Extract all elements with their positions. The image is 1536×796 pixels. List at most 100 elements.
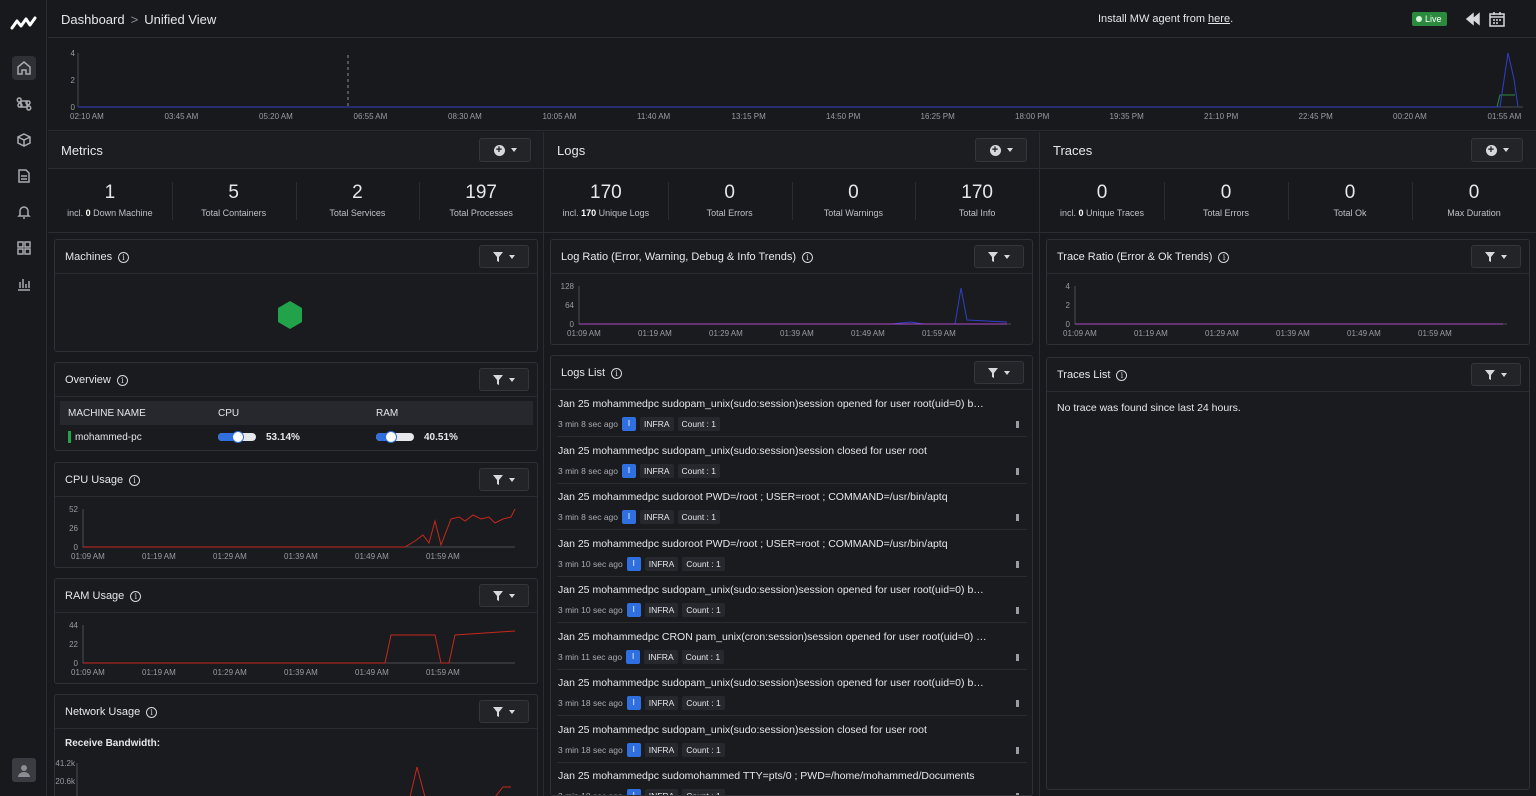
network-usage-chart[interactable]: 41.2k 20.6k [55,757,538,796]
log-list-item[interactable]: Jan 25 mohammedpc sudomohammed TTY=pts/0… [557,762,1027,795]
stat-tile[interactable]: 0 Total Errors [1164,170,1288,232]
trace-ratio-title: Trace Ratio (Error & Ok Trends) i [1057,251,1230,263]
y-tick-label: 26 [69,524,78,533]
info-icon[interactable]: i [1116,369,1128,381]
log-message: Jan 25 mohammedpc sudoroot PWD=/root ; U… [558,491,948,503]
overview-filter-button[interactable] [479,368,529,391]
traces-add-button[interactable]: + [1471,138,1523,162]
info-icon[interactable]: i [146,706,158,718]
log-list-item[interactable]: Jan 25 mohammedpc sudopam_unix(sudo:sess… [557,576,1027,623]
traces-list-filter-button[interactable] [1471,363,1521,386]
stat-tile[interactable]: 170 Total Info [915,170,1039,232]
ram-usage-chart[interactable]: 44 22 001:09 AM 01:19 AM 01:29 AM 01:39 AM 01:… [55,613,538,683]
stat-label: Total Errors [668,208,792,218]
machine-name-cell: mohammed-pc [60,431,218,443]
stat-tile[interactable]: 0 Total Warnings [791,170,916,232]
info-icon[interactable]: i [1218,251,1230,263]
log-list-item[interactable]: Jan 25 mohammedpc sudoroot PWD=/root ; U… [557,530,1027,577]
breadcrumb-dashboard[interactable]: Dashboard [61,12,125,27]
table-row[interactable]: mohammed-pc 53.14% 40.51% [60,425,533,449]
info-icon[interactable]: i [130,590,142,602]
live-badge[interactable]: Live [1412,12,1447,26]
trace-ratio-chart[interactable]: 4 2 001:09 AM 01:19 AM 01:29 AM 01:39 AM 01:49… [1047,274,1530,344]
log-source-tag: INFRA [644,649,678,664]
log-list-item[interactable]: Jan 25 mohammedpc sudopam_unix(sudo:sess… [557,437,1027,484]
cube-icon[interactable] [12,128,36,152]
log-list-item[interactable]: Jan 25 mohammedpc sudopam_unix(sudo:sess… [557,390,1027,437]
chart-axis [82,509,515,548]
info-icon[interactable]: i [611,367,623,379]
info-icon[interactable]: i [118,251,130,263]
stat-label: incl. 0 Unique Traces [1040,208,1164,218]
middleware-logo[interactable] [10,13,38,33]
stat-tile[interactable]: 0 Total Ok [1288,170,1412,232]
user-avatar-icon[interactable] [12,758,36,782]
bell-icon[interactable] [12,200,36,224]
stat-value: 0 [1344,182,1356,203]
stat-tile[interactable]: 0 incl. 0 Unique Traces [1040,170,1164,232]
stat-tile[interactable]: 5 Total Containers [171,170,296,232]
stat-tile[interactable]: 0 Total Errors [667,170,792,232]
cpu-usage-header: CPU Usage i [55,463,537,497]
log-ratio-chart[interactable]: 128 64 001:09 AM 01:19 AM 01:29 AM 01:39 AM 01… [551,274,1033,344]
col-machine-name[interactable]: MACHINE NAME [68,407,146,419]
rewind-icon[interactable] [1464,10,1482,28]
trace-ratio-filter-button[interactable] [1471,245,1521,268]
log-level-badge: I [622,463,637,478]
log-list-item[interactable]: Jan 25 mohammedpc sudopam_unix(sudo:sess… [557,669,1027,716]
log-time-ago: 3 min 18 sec ago [558,744,623,755]
info-icon[interactable]: i [801,251,813,263]
info-icon[interactable]: i [116,374,128,386]
stat-tile[interactable]: 170 incl. 170 Unique Logs [544,170,668,232]
calendar-icon[interactable] [1488,10,1506,28]
traces-title: Traces [1053,143,1093,158]
metrics-add-button[interactable]: + [479,138,531,162]
x-tick-label: 01:59 AM [1418,329,1452,338]
log-list-item[interactable]: Jan 25 mohammedpc sudopam_unix(sudo:sess… [557,716,1027,763]
machine-name[interactable]: mohammed-pc [75,431,142,443]
log-meta: 3 min 18 sec ago I INFRA Count : 1 [558,742,725,757]
cpu-usage-chart[interactable]: 52 26 001:09 AM 01:19 AM 01:29 AM 01:39 AM 01:… [55,497,538,567]
timeline-chart[interactable]: 4 2 0 02:10 AM 03:45 AM 05:20 AM 06:55 AM 08:30… [48,39,1536,131]
filter-icon [988,251,998,262]
network-filter-button[interactable] [479,700,529,723]
x-tick-label: 01:09 AM [71,552,105,561]
x-tick-label: 01:19 AM [142,552,176,561]
logs-list-filter-button[interactable] [974,361,1024,384]
stat-label: Total Ok [1288,208,1412,218]
stat-tile[interactable]: 1 incl. 0 Down Machine [48,170,172,232]
chevron-down-icon [509,709,515,714]
logs-add-button[interactable]: + [975,138,1027,162]
stat-label-post: Max Duration [1447,208,1501,218]
grid-icon[interactable] [12,236,36,260]
machine-node-hexagon[interactable] [278,301,302,329]
logs-title: Logs [557,143,586,158]
ram-filter-button[interactable] [479,584,529,607]
log-ratio-filter-button[interactable] [974,245,1024,268]
plus-icon: + [493,144,505,156]
install-here-link[interactable]: here [1208,13,1231,25]
stat-label-post: Total Services [329,208,386,218]
stat-label: incl. 0 Down Machine [48,208,172,218]
stat-tile[interactable]: 2 Total Services [295,170,420,232]
info-icon[interactable]: i [129,474,141,486]
command-icon[interactable] [12,92,36,116]
cpu-filter-button[interactable] [479,468,529,491]
machines-filter-button[interactable] [479,245,529,268]
y-tick-label: 0 [71,103,76,112]
bar-chart-icon[interactable] [12,272,36,296]
document-icon[interactable] [12,164,36,188]
filter-icon [493,251,503,262]
trace-ratio-card: Trace Ratio (Error & Ok Trends) i 4 2 0 01:0… [1046,239,1530,345]
log-list-item[interactable]: Jan 25 mohammedpc sudoroot PWD=/root ; U… [557,483,1027,530]
stat-tile[interactable]: 197 Total Processes [419,170,543,232]
log-time-ago: 3 min 8 sec ago [558,465,619,476]
log-list-item[interactable]: Jan 25 mohammedpc CRON pam_unix(cron:ses… [557,623,1027,670]
col-ram[interactable]: RAM [376,407,399,419]
stat-tile[interactable]: 0 Max Duration [1412,170,1536,232]
col-cpu[interactable]: CPU [218,407,240,419]
stat-value: 0 [1468,182,1480,203]
y-tick-label: 0 [570,320,575,329]
x-tick-label: 01:59 AM [922,329,956,338]
home-icon[interactable] [12,56,36,80]
